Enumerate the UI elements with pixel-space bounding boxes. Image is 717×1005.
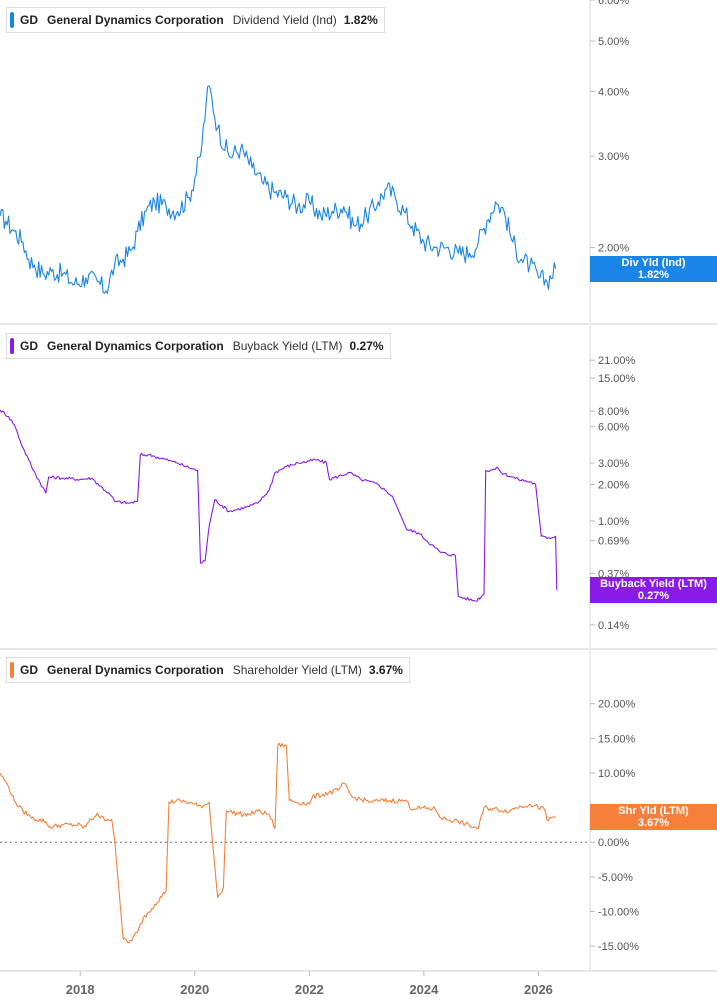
metric-name: Shareholder Yield (LTM) [232, 663, 362, 677]
metric-name: Buyback Yield (LTM) [232, 339, 343, 353]
x-tick-label: 2022 [295, 982, 324, 997]
x-tick-label: 2026 [524, 982, 553, 997]
tag-label: Shr Yld (LTM) [618, 804, 689, 817]
y-tick-label: 2.00% [598, 479, 629, 491]
y-tick-label: 6.00% [598, 0, 629, 7]
tag-label: Buyback Yield (LTM) [600, 578, 707, 591]
last-value-tag-buyback: Buyback Yield (LTM) 0.27% [590, 577, 717, 604]
series-line [0, 409, 558, 602]
x-tick-label: 2024 [409, 982, 439, 997]
series-line [0, 742, 556, 944]
y-tick-label: 5.00% [598, 36, 629, 48]
series-layer [0, 85, 558, 944]
y-tick-label: 2.00% [598, 243, 629, 255]
metric-value: 3.67% [368, 663, 403, 677]
tag-value: 0.27% [637, 590, 670, 603]
series-color-swatch [10, 662, 14, 678]
series-line [0, 85, 557, 294]
y-tick-label: 0.69% [598, 536, 629, 548]
metric-value: 0.27% [349, 339, 384, 353]
tag-value: 3.67% [637, 816, 670, 829]
company-name: General Dynamics Corporation [47, 663, 224, 677]
series-color-swatch [10, 338, 14, 354]
y-tick-label: 3.00% [598, 151, 629, 163]
y-tick-label: 1.00% [598, 516, 629, 528]
y-tick-label: -10.00% [598, 907, 639, 919]
series-color-swatch [10, 12, 14, 28]
tag-label: Div Yld (Ind) [621, 256, 686, 269]
metric-name: Dividend Yield (Ind) [232, 13, 337, 27]
y-tick-label: 0.14% [598, 620, 629, 632]
y-tick-label: -5.00% [598, 872, 633, 884]
y-tick-label: -15.00% [598, 941, 639, 953]
legend-shareholder-yield[interactable]: GD General Dynamics Corporation Sharehol… [6, 657, 410, 683]
y-tick-label: 6.00% [598, 421, 629, 433]
y-tick-label: 3.00% [598, 458, 629, 470]
company-name: General Dynamics Corporation [47, 339, 224, 353]
ticker-label: GD [20, 13, 38, 27]
y-tick-label: 20.00% [598, 699, 636, 711]
last-value-tag-shareholder: Shr Yld (LTM) 3.67% [590, 803, 717, 830]
ticker-label: GD [20, 663, 38, 677]
y-tick-label: 15.00% [598, 373, 636, 385]
x-tick-label: 2020 [180, 982, 209, 997]
x-tick-label: 2018 [66, 982, 95, 997]
y-tick-label: 21.00% [598, 355, 636, 367]
legend-dividend-yield[interactable]: GD General Dynamics Corporation Dividend… [6, 7, 385, 33]
y-tick-label: 10.00% [598, 768, 636, 780]
y-tick-label: 8.00% [598, 406, 629, 418]
ticker-label: GD [20, 339, 38, 353]
y-tick-label: 15.00% [598, 733, 636, 745]
tag-value: 1.82% [637, 268, 670, 281]
metric-value: 1.82% [343, 13, 378, 27]
last-value-tag-dividend: Div Yld (Ind) 1.82% [590, 255, 717, 282]
y-tick-label: 4.00% [598, 86, 629, 98]
company-name: General Dynamics Corporation [47, 13, 224, 27]
y-tick-label: 0.00% [598, 837, 629, 849]
legend-buyback-yield[interactable]: GD General Dynamics Corporation Buyback … [6, 333, 391, 359]
